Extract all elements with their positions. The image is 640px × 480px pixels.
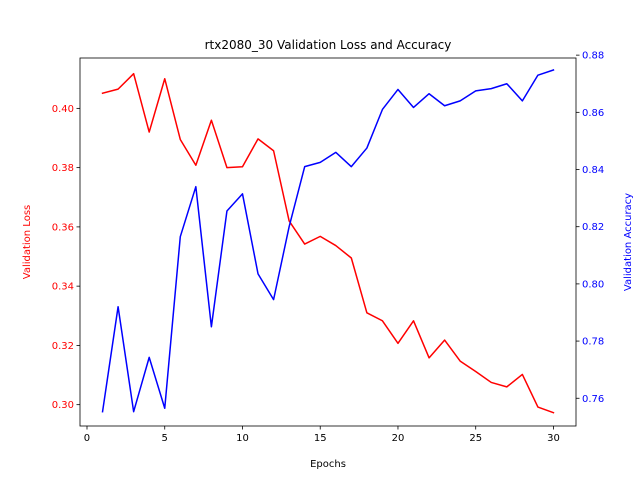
data-point-validation-loss <box>552 411 554 413</box>
data-point-validation-loss <box>132 73 134 75</box>
data-point-validation-accuracy <box>537 74 539 76</box>
data-point-validation-accuracy <box>506 83 508 85</box>
y-right-tick-label: 0.84 <box>582 165 604 176</box>
data-point-validation-accuracy <box>117 306 119 308</box>
data-point-validation-accuracy <box>552 69 554 71</box>
data-point-validation-loss <box>428 357 430 359</box>
data-point-validation-accuracy <box>288 226 290 228</box>
data-point-validation-loss <box>241 166 243 168</box>
data-point-validation-accuracy <box>475 90 477 92</box>
data-point-validation-accuracy <box>319 161 321 163</box>
data-point-validation-accuracy <box>210 326 212 328</box>
x-axis-label: Epochs <box>310 459 346 470</box>
series-line-validation-loss <box>101 72 555 414</box>
data-point-validation-accuracy <box>366 147 368 149</box>
data-point-validation-accuracy <box>303 165 305 167</box>
y-axis-right-label: Validation Accuracy <box>623 193 634 291</box>
x-tick-label: 30 <box>547 433 560 444</box>
y-left-tick-label: 0.32 <box>52 341 74 352</box>
x-tick-label: 5 <box>162 433 168 444</box>
y-left-tick-label: 0.40 <box>52 104 74 115</box>
y-right-tick-label: 0.88 <box>582 51 604 62</box>
data-point-validation-accuracy <box>272 298 274 300</box>
data-point-validation-loss <box>537 406 539 408</box>
data-point-validation-accuracy <box>459 100 461 102</box>
x-tick-label: 0 <box>84 433 90 444</box>
x-tick-label: 15 <box>314 433 327 444</box>
data-point-validation-accuracy <box>350 165 352 167</box>
y-right-tick-label: 0.78 <box>582 337 604 348</box>
y-right-tick-label: 0.76 <box>582 394 604 405</box>
data-point-validation-accuracy <box>132 411 134 413</box>
data-point-validation-accuracy <box>195 185 197 187</box>
data-point-validation-loss <box>459 360 461 362</box>
data-point-validation-accuracy <box>397 88 399 90</box>
data-point-validation-loss <box>521 373 523 375</box>
data-point-validation-accuracy <box>179 236 181 238</box>
x-tick-label: 10 <box>236 433 249 444</box>
data-point-validation-loss <box>319 235 321 237</box>
data-point-validation-loss <box>366 312 368 314</box>
data-point-validation-accuracy <box>521 100 523 102</box>
x-axis: 0 5 10 15 20 25 30 <box>84 426 560 444</box>
data-point-validation-accuracy <box>381 108 383 110</box>
data-point-validation-loss <box>272 150 274 152</box>
data-point-validation-accuracy <box>257 273 259 275</box>
data-point-validation-loss <box>257 138 259 140</box>
data-point-validation-accuracy <box>164 407 166 409</box>
data-point-validation-loss <box>350 257 352 259</box>
y-right-tick-label: 0.86 <box>582 108 604 119</box>
data-point-validation-accuracy <box>490 87 492 89</box>
data-point-validation-accuracy <box>412 106 414 108</box>
y-axis-right: 0.76 0.78 0.80 0.82 0.84 0.86 0.88 <box>576 51 604 405</box>
series-line-validation-accuracy <box>101 69 555 413</box>
data-point-validation-loss <box>397 342 399 344</box>
data-point-validation-accuracy <box>148 356 150 358</box>
data-point-validation-accuracy <box>443 105 445 107</box>
data-point-validation-loss <box>335 244 337 246</box>
y-axis-left-label: Validation Loss <box>22 205 33 280</box>
data-point-validation-loss <box>117 88 119 90</box>
x-tick-label: 25 <box>469 433 482 444</box>
y-right-tick-label: 0.82 <box>582 222 604 233</box>
data-point-validation-loss <box>475 370 477 372</box>
data-point-validation-loss <box>506 386 508 388</box>
data-point-validation-accuracy <box>226 210 228 212</box>
y-left-tick-label: 0.34 <box>52 282 74 293</box>
data-point-validation-loss <box>490 381 492 383</box>
data-point-validation-loss <box>443 339 445 341</box>
y-left-tick-label: 0.36 <box>52 222 74 233</box>
data-point-validation-loss <box>179 138 181 140</box>
data-point-validation-loss <box>101 92 103 94</box>
data-point-validation-loss <box>303 243 305 245</box>
plot-lines <box>101 69 555 414</box>
y-left-tick-label: 0.30 <box>52 400 74 411</box>
y-left-tick-label: 0.38 <box>52 163 74 174</box>
data-point-validation-loss <box>195 164 197 166</box>
x-tick-label: 20 <box>392 433 405 444</box>
data-point-validation-loss <box>381 320 383 322</box>
data-point-validation-accuracy <box>428 93 430 95</box>
data-point-validation-accuracy <box>101 411 103 413</box>
data-point-validation-loss <box>210 119 212 121</box>
data-point-validation-accuracy <box>335 151 337 153</box>
y-right-tick-label: 0.80 <box>582 279 604 290</box>
y-axis-left: 0.30 0.32 0.34 0.36 0.38 0.40 <box>52 104 80 411</box>
data-point-validation-loss <box>226 166 228 168</box>
chart-title: rtx2080_30 Validation Loss and Accuracy <box>205 38 452 52</box>
data-point-validation-accuracy <box>241 193 243 195</box>
plot-frame <box>79 57 577 427</box>
data-point-validation-loss <box>412 320 414 322</box>
data-point-validation-loss <box>148 131 150 133</box>
data-point-validation-loss <box>164 78 166 80</box>
